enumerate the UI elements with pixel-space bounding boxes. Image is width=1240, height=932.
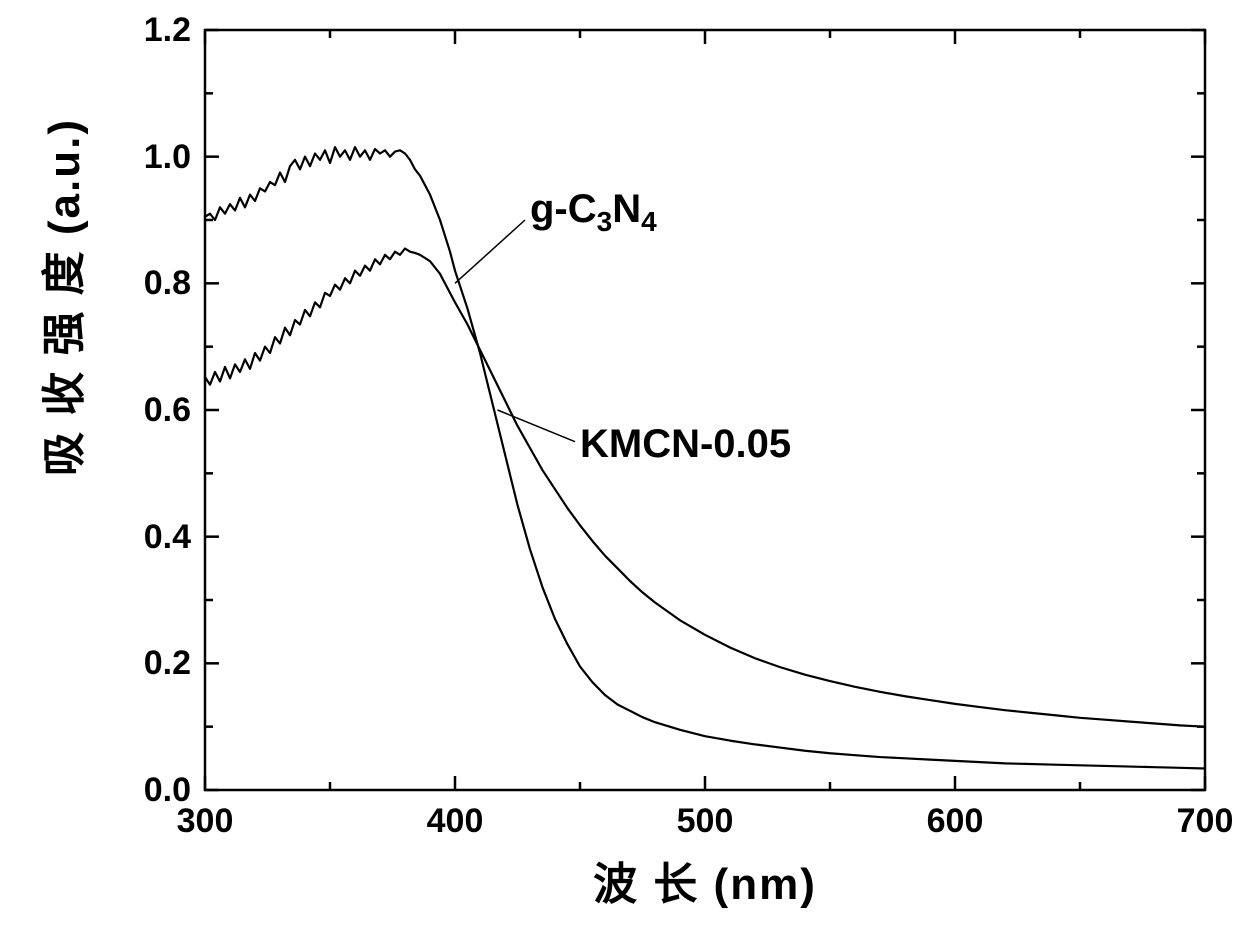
series-label-1: KMCN-0.05 [580,422,791,467]
series-line-1 [205,249,1205,727]
absorption-spectrum-chart: 吸 收 强 度 (a.u.) 波 长 (nm) 3004005006007000… [0,0,1240,932]
x-tick-label: 700 [1175,802,1235,841]
y-axis-label: 吸 收 强 度 (a.u.) [28,356,92,476]
x-tick-label: 400 [425,802,485,841]
y-tick-label: 0.6 [144,391,191,430]
x-tick-label: 500 [675,802,735,841]
x-axis-label: 波 长 (nm) [565,848,845,912]
y-tick-label: 1.0 [144,138,191,177]
x-tick-label: 600 [925,802,985,841]
series-label-0: g-C3N4 [530,187,657,238]
y-tick-label: 0.2 [144,644,191,683]
y-tick-label: 0.4 [144,518,191,557]
y-tick-label: 0.8 [144,264,191,303]
y-tick-label: 1.2 [144,11,191,50]
y-tick-label: 0.0 [144,771,191,810]
